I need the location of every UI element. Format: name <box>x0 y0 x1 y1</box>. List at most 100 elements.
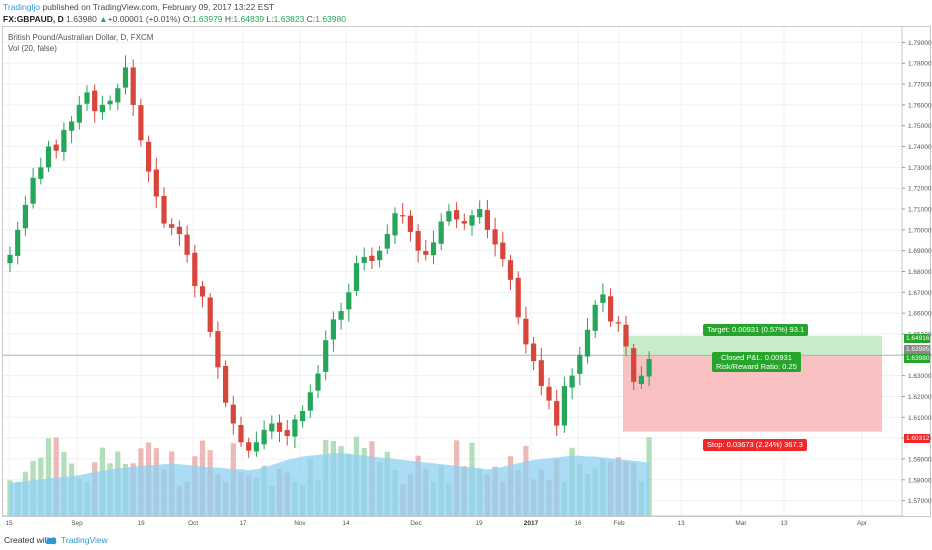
chart-header: Tradingljo published on TradingView.com,… <box>0 0 932 26</box>
candle-body <box>223 365 229 403</box>
candle-body <box>292 419 298 437</box>
candle-body <box>153 169 159 197</box>
candle-body <box>184 234 190 255</box>
candle-body <box>130 67 136 105</box>
last-price-label: 1.63985 <box>904 345 930 354</box>
candle-body <box>608 296 614 322</box>
candle-body <box>30 177 36 204</box>
low-value: 1.63823 <box>273 14 305 24</box>
candle-body <box>407 215 413 232</box>
time-tick-label: Feb <box>613 520 625 527</box>
candle-body <box>538 360 544 387</box>
candle-body <box>253 442 259 452</box>
price-tick-label: 1.57000 <box>908 498 932 505</box>
author-link[interactable]: Tradingljo <box>3 2 41 12</box>
candle-body <box>554 401 560 426</box>
volume-bars <box>7 436 652 516</box>
candle-body <box>369 255 375 262</box>
candle-body <box>161 195 167 224</box>
candle-body <box>415 230 421 251</box>
candle-body <box>430 242 437 256</box>
candle-body <box>115 88 121 103</box>
price-tick-label: 1.79000 <box>908 40 932 47</box>
candle-body <box>215 331 221 368</box>
candle-body <box>515 277 521 318</box>
price-tick-label: 1.77000 <box>908 82 932 89</box>
volume-bar <box>53 437 59 516</box>
candle-body <box>338 311 344 320</box>
price-tick-label: 1.67000 <box>908 290 932 297</box>
candle-body <box>400 215 406 217</box>
volume-legend[interactable]: Vol (20, false) <box>8 44 57 53</box>
risk-reward-text: Risk/Reward Ratio: 0.25 <box>716 362 797 371</box>
high-label: H: <box>224 14 234 24</box>
price-tick-label: 1.66000 <box>908 311 932 318</box>
candle-body <box>446 211 452 222</box>
candle-body <box>307 392 313 411</box>
created-with-text: Created with <box>4 535 52 545</box>
candle-body <box>323 340 329 372</box>
price-tick-label: 1.71000 <box>908 207 932 214</box>
candle-body <box>138 105 144 141</box>
entry-price-label: 1.63980 <box>904 354 930 363</box>
publish-info: published on TradingView.com, February 0… <box>40 2 275 12</box>
candle-body <box>577 354 583 374</box>
candle-body <box>384 234 390 249</box>
symbol-label[interactable]: FX:GBPAUD, D <box>3 14 64 24</box>
tradingview-link[interactable]: TradingView <box>61 535 108 545</box>
candle-body <box>99 104 105 113</box>
candle-body <box>238 425 244 443</box>
candle-body <box>361 256 367 263</box>
candle-body <box>107 100 113 105</box>
candle-body <box>92 90 98 112</box>
candlesticks <box>7 55 652 458</box>
candle-body <box>584 329 591 357</box>
price-tick-label: 1.69000 <box>908 248 932 255</box>
candle-body <box>22 204 28 229</box>
last-price: 1.63980 <box>66 14 97 24</box>
price-tick-label: 1.61000 <box>908 415 932 422</box>
candle-body <box>615 322 621 324</box>
candle-body <box>53 144 59 151</box>
time-tick-label: 19 <box>475 520 483 527</box>
close-value: 1.63980 <box>315 14 346 24</box>
candle-body <box>246 442 252 451</box>
time-tick-label: 2017 <box>524 520 539 527</box>
price-tick-label: 1.59000 <box>908 456 932 463</box>
candle-body <box>45 146 52 168</box>
candle-body <box>438 221 444 244</box>
candle-body <box>61 129 67 153</box>
candle-body <box>592 304 598 331</box>
time-tick-label: Nov <box>294 520 306 527</box>
candle-body <box>377 250 383 261</box>
candle-body <box>315 373 321 391</box>
candle-body <box>461 221 467 224</box>
candle-body <box>523 318 529 345</box>
time-tick-label: 17 <box>239 520 247 527</box>
time-tick-label: Mar <box>735 520 747 527</box>
chart-legend: British Pound/Australian Dollar, D, FXCM… <box>8 32 153 54</box>
open-label: O: <box>182 14 192 24</box>
candle-body <box>122 67 129 88</box>
candle-body <box>261 429 267 445</box>
candle-body <box>492 229 498 245</box>
candle-body <box>623 324 629 347</box>
high-value: 1.64839 <box>233 14 265 24</box>
close-label: C: <box>306 14 316 24</box>
time-tick-label: Sep <box>71 520 83 527</box>
candle-body <box>392 213 398 236</box>
candle-body <box>600 294 606 303</box>
time-tick-label: 14 <box>342 520 350 527</box>
candle-body <box>15 229 21 256</box>
candle-body <box>561 386 567 426</box>
time-tick-label: Dec <box>410 520 422 527</box>
time-tick-label: 15 <box>5 520 13 527</box>
candle-body <box>454 210 460 220</box>
candle-body <box>330 319 336 340</box>
price-tick-label: 1.70000 <box>908 227 932 234</box>
candle-body <box>631 348 637 382</box>
candle-body <box>146 141 152 172</box>
series-legend[interactable]: British Pound/Australian Dollar, D, FXCM <box>8 33 154 42</box>
stop-label: Stop: 0.03673 (2.24%) 367.3 <box>703 439 807 451</box>
